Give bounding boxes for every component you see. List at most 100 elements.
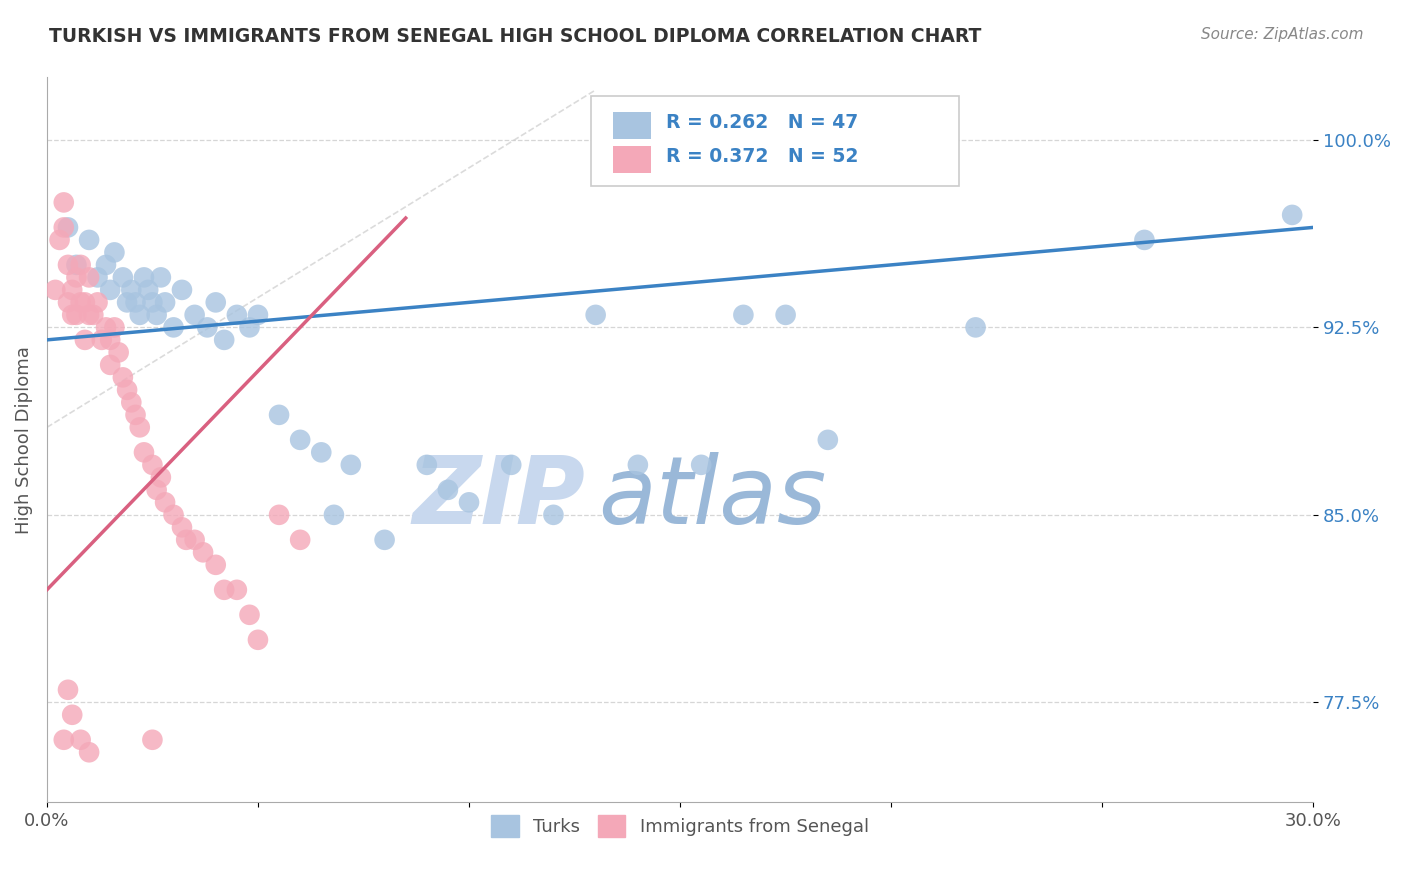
- Point: [111, 270, 134, 285]
- Point: [128, 420, 150, 434]
- Point: [183, 533, 205, 547]
- Point: [115, 383, 138, 397]
- Point: [543, 508, 565, 522]
- Point: [52, 195, 75, 210]
- Point: [174, 533, 197, 547]
- Point: [416, 458, 439, 472]
- Point: [132, 445, 155, 459]
- Point: [111, 370, 134, 384]
- Point: [65, 270, 87, 285]
- Point: [82, 308, 104, 322]
- Point: [69, 732, 91, 747]
- Point: [195, 320, 218, 334]
- Point: [77, 308, 100, 322]
- Point: [56, 682, 79, 697]
- Point: [1281, 208, 1303, 222]
- Point: [162, 508, 184, 522]
- Point: [191, 545, 214, 559]
- Point: [775, 308, 797, 322]
- Point: [69, 295, 91, 310]
- Point: [238, 320, 260, 334]
- Point: [77, 233, 100, 247]
- Point: [170, 283, 193, 297]
- Point: [60, 283, 83, 297]
- Point: [149, 470, 172, 484]
- Point: [77, 745, 100, 759]
- Text: ZIP: ZIP: [412, 452, 585, 544]
- Point: [115, 295, 138, 310]
- Bar: [613, 112, 651, 139]
- Point: [288, 433, 311, 447]
- Point: [162, 320, 184, 334]
- Point: [149, 270, 172, 285]
- Point: [69, 258, 91, 272]
- Point: [501, 458, 523, 472]
- Point: [56, 295, 79, 310]
- Point: [94, 258, 117, 272]
- Point: [73, 295, 96, 310]
- Legend: Turks, Immigrants from Senegal: Turks, Immigrants from Senegal: [484, 807, 876, 844]
- Point: [86, 295, 108, 310]
- Y-axis label: High School Diploma: High School Diploma: [15, 346, 32, 533]
- Point: [204, 295, 226, 310]
- Point: [374, 533, 396, 547]
- Text: Source: ZipAtlas.com: Source: ZipAtlas.com: [1201, 27, 1364, 42]
- Point: [627, 458, 650, 472]
- Point: [204, 558, 226, 572]
- Point: [98, 283, 121, 297]
- Point: [132, 270, 155, 285]
- Bar: [613, 145, 651, 173]
- Point: [1133, 233, 1156, 247]
- Point: [141, 295, 163, 310]
- Point: [52, 220, 75, 235]
- Point: [267, 408, 290, 422]
- Point: [65, 308, 87, 322]
- Point: [817, 433, 839, 447]
- Point: [128, 308, 150, 322]
- Point: [246, 308, 269, 322]
- Point: [246, 632, 269, 647]
- Text: atlas: atlas: [598, 452, 825, 543]
- Point: [86, 270, 108, 285]
- Point: [311, 445, 333, 459]
- Text: R = 0.262   N = 47: R = 0.262 N = 47: [666, 113, 859, 132]
- Point: [52, 732, 75, 747]
- Point: [98, 358, 121, 372]
- Point: [90, 333, 112, 347]
- Point: [60, 707, 83, 722]
- Point: [690, 458, 713, 472]
- Point: [238, 607, 260, 622]
- Point: [141, 732, 163, 747]
- Point: [120, 283, 142, 297]
- Point: [48, 233, 70, 247]
- Point: [267, 508, 290, 522]
- Point: [120, 395, 142, 409]
- Point: [733, 308, 755, 322]
- Point: [437, 483, 460, 497]
- Point: [340, 458, 363, 472]
- Point: [585, 308, 607, 322]
- Point: [212, 582, 235, 597]
- Point: [103, 320, 125, 334]
- Point: [458, 495, 481, 509]
- Point: [124, 295, 146, 310]
- Point: [124, 408, 146, 422]
- Point: [183, 308, 205, 322]
- Point: [94, 320, 117, 334]
- Point: [153, 295, 176, 310]
- Point: [323, 508, 346, 522]
- Point: [212, 333, 235, 347]
- FancyBboxPatch shape: [592, 95, 959, 186]
- Point: [77, 270, 100, 285]
- Point: [44, 283, 66, 297]
- Point: [103, 245, 125, 260]
- Point: [136, 283, 159, 297]
- Point: [73, 333, 96, 347]
- Point: [141, 458, 163, 472]
- Point: [60, 308, 83, 322]
- Text: R = 0.372   N = 52: R = 0.372 N = 52: [666, 147, 859, 166]
- Point: [107, 345, 129, 359]
- Point: [225, 308, 247, 322]
- Point: [153, 495, 176, 509]
- Point: [225, 582, 247, 597]
